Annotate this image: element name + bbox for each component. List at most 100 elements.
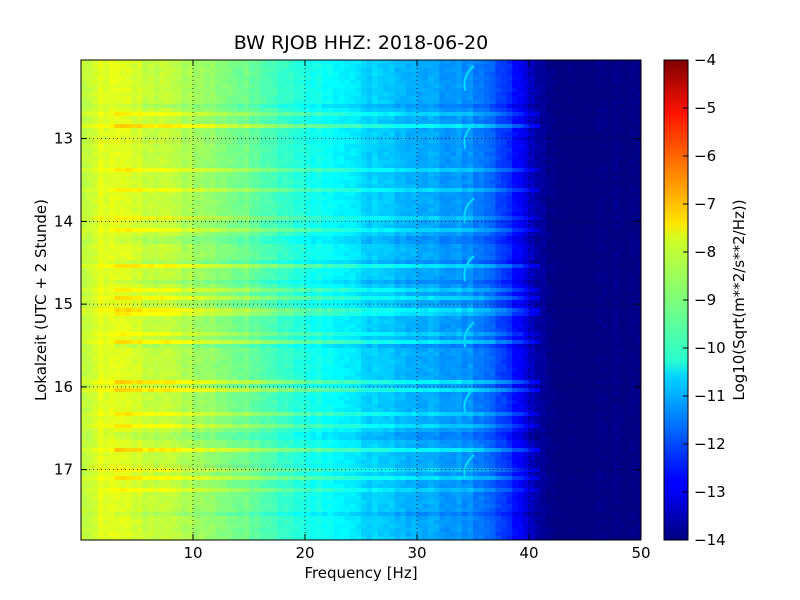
heat-cell [579,108,586,113]
heat-cell [338,76,345,81]
heat-cell [366,80,373,85]
heat-cell [215,220,222,225]
heat-cell [237,204,244,209]
heat-cell [293,64,300,69]
heat-cell [489,228,496,233]
heat-cell [316,208,323,213]
heat-cell [523,212,530,217]
heat-cell [433,124,440,129]
heat-cell [517,236,524,241]
heat-cell [383,168,390,173]
heat-cell [131,220,138,225]
heat-cell [473,172,480,177]
heat-cell [517,100,524,105]
heat-cell [299,228,306,233]
heat-cell [517,76,524,81]
heat-cell [629,156,636,161]
heat-cell [573,104,580,109]
heat-cell [226,232,233,237]
heat-cell [299,208,306,213]
heat-cell [271,76,278,81]
heat-cell [450,88,457,93]
heat-cell [613,180,620,185]
heat-cell [260,68,267,73]
heat-cell [411,92,418,97]
heat-cell [467,188,474,193]
heat-cell [221,88,228,93]
heat-cell [86,256,93,261]
heat-cell [456,244,463,249]
heat-cell [97,228,104,233]
heat-cell [473,100,480,105]
heat-cell [232,200,239,205]
heat-cell [629,68,636,73]
heat-cell [237,76,244,81]
heat-cell [159,120,166,125]
heat-cell [327,72,334,77]
heat-cell [473,192,480,197]
heat-cell [557,168,564,173]
heat-cell [394,132,401,137]
heat-cell [450,164,457,169]
heat-cell [103,172,110,177]
heat-cell [249,144,256,149]
heat-cell [601,124,608,129]
heat-cell [517,108,524,113]
heat-cell [103,88,110,93]
heat-cell [148,184,155,189]
heat-cell [557,192,564,197]
heat-cell [529,248,536,253]
heat-cell [433,240,440,245]
heat-cell [316,192,323,197]
heat-cell [305,200,312,205]
heat-cell [181,128,188,133]
heat-cell [103,116,110,121]
heat-cell [450,60,457,65]
heat-cell [114,68,121,73]
heat-cell [148,116,155,121]
heat-cell [176,220,183,225]
heat-cell [417,252,424,257]
heat-cell [249,176,256,181]
heat-cell [607,192,614,197]
heat-cell [209,180,216,185]
heat-cell [478,160,485,165]
heat-cell [579,116,586,121]
heat-cell [439,220,446,225]
heat-cell [344,104,351,109]
heat-cell [316,248,323,253]
heat-cell [411,240,418,245]
heat-cell [333,156,340,161]
heat-cell [316,232,323,237]
heat-cell [103,188,110,193]
heat-cell [512,236,519,241]
heat-cell [165,68,172,73]
heat-cell [333,228,340,233]
heat-cell [573,92,580,97]
heat-cell [590,152,597,157]
heat-cell [439,148,446,153]
heat-cell [394,180,401,185]
heat-cell [165,184,172,189]
heat-cell [613,140,620,145]
heat-cell [176,92,183,97]
heat-cell [383,176,390,181]
heat-cell [361,192,368,197]
heat-cell [237,108,244,113]
heat-cell [249,104,256,109]
heat-cell [467,232,474,237]
heat-cell [338,116,345,121]
heat-cell [181,64,188,69]
heat-cell [97,180,104,185]
heat-cell [545,72,552,77]
heat-cell [92,212,99,217]
heat-cell [377,176,384,181]
heat-cell [125,80,132,85]
heat-cell [260,204,267,209]
heat-cell [596,164,603,169]
heat-cell [232,184,239,189]
heat-cell [534,220,541,225]
heat-cell [344,192,351,197]
heat-cell [439,236,446,241]
heat-cell [635,124,641,129]
